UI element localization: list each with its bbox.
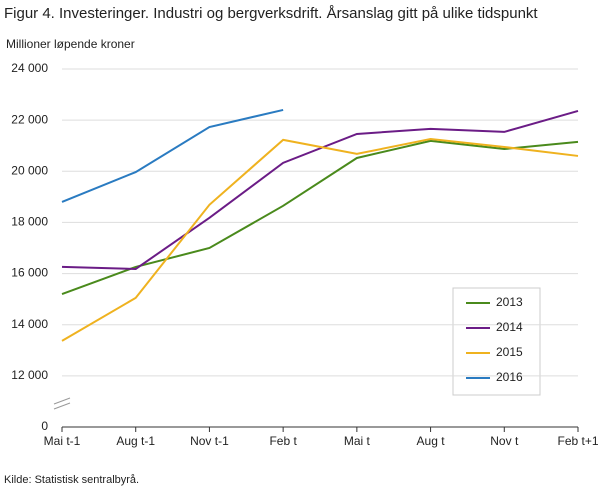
y-tick-label: 16 000 [11, 266, 48, 280]
legend-label: 2014 [496, 320, 523, 334]
axis-break [53, 397, 71, 410]
series-line [61, 108, 284, 203]
series-line [61, 139, 579, 295]
x-tick-label: Feb t+1 [557, 434, 598, 448]
x-tick-label: Feb t [269, 434, 297, 448]
y-tick-label: 24 000 [11, 61, 48, 75]
x-tick-label: Aug t-1 [116, 434, 155, 448]
y-axis-label: Millioner løpende kroner [6, 37, 135, 51]
x-tick-label: Mai t [344, 434, 371, 448]
y-tick-label: 12 000 [11, 368, 48, 382]
series-line [61, 138, 579, 342]
y-tick-label: 22 000 [11, 112, 48, 126]
x-tick-label: Aug t [417, 434, 446, 448]
x-tick-label: Mai t-1 [44, 434, 81, 448]
x-tick-label: Nov t [490, 434, 519, 448]
series-line [61, 109, 579, 270]
legend-label: 2016 [496, 370, 523, 384]
y-tick-label: 0 [41, 419, 48, 433]
y-tick-label: 20 000 [11, 163, 48, 177]
x-tick-label: Nov t-1 [190, 434, 229, 448]
legend-label: 2015 [496, 345, 523, 359]
chart-title: Figur 4. Investeringer. Industri og berg… [4, 5, 538, 22]
y-tick-label: 14 000 [11, 317, 48, 331]
y-tick-label: 18 000 [11, 215, 48, 229]
legend-label: 2013 [496, 295, 523, 309]
source: Kilde: Statistisk sentralbyrå. [4, 474, 139, 486]
